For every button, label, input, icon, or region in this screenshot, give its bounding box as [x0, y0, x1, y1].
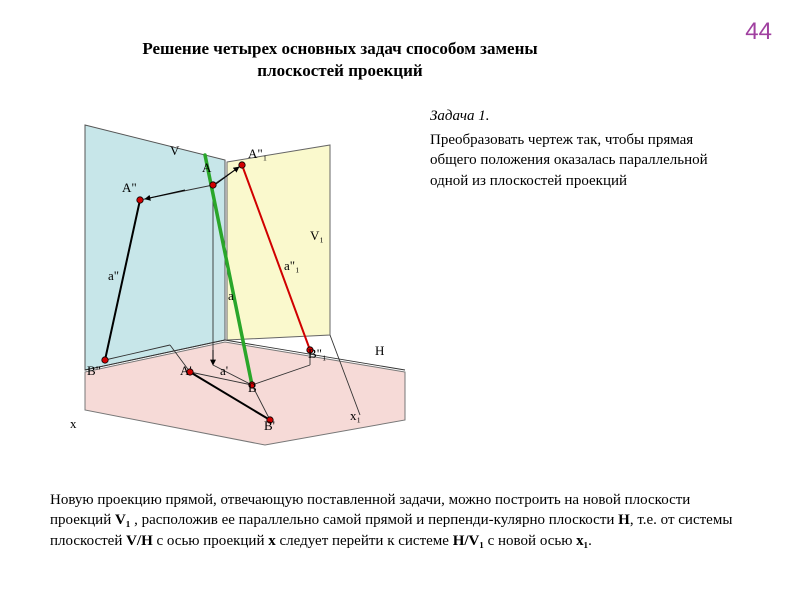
- bt-x1: х₁: [576, 533, 588, 549]
- svg-text:Н: Н: [375, 343, 384, 358]
- bt-h: Н: [618, 512, 630, 528]
- svg-text:В"₁: В"₁: [308, 346, 327, 361]
- svg-text:А': А': [180, 363, 192, 378]
- svg-text:V₁: V₁: [310, 228, 324, 243]
- bt-m3: с осью проекций: [153, 533, 268, 549]
- svg-text:х: х: [70, 416, 77, 431]
- bt-m4: следует перейти к системе: [276, 533, 453, 549]
- svg-text:а': а': [220, 363, 228, 378]
- svg-text:а"₁: а"₁: [284, 258, 300, 273]
- page-number: 44: [745, 18, 772, 46]
- projection-diagram: V V₁ Н А А"₁ А" а а" а"₁ А' а' В В" В"₁ В' х х₁: [30, 110, 430, 450]
- bt-x: х: [268, 533, 276, 549]
- bt-m5: с новой осью: [484, 533, 576, 549]
- svg-text:В': В': [264, 418, 275, 433]
- page-title: Решение четырех основных задач способом …: [100, 38, 580, 82]
- svg-text:А: А: [202, 160, 212, 175]
- bt-v1: V₁: [115, 512, 130, 528]
- bt-vh: V/Н: [126, 533, 153, 549]
- explanation-text: Новую проекцию прямой, отвечающую постав…: [50, 490, 750, 551]
- svg-text:А": А": [122, 180, 137, 195]
- svg-text:а": а": [108, 268, 119, 283]
- bt-m1: , расположив ее параллельно самой прямой…: [130, 512, 618, 528]
- svg-text:х₁: х₁: [350, 408, 361, 423]
- task-label: Задача 1.: [430, 108, 489, 125]
- task-text: Преобразовать чертеж так, чтобы прямая о…: [430, 130, 740, 191]
- svg-text:В": В": [87, 363, 101, 378]
- svg-text:А"₁: А"₁: [248, 146, 267, 161]
- svg-text:V: V: [170, 143, 180, 158]
- bt-hv1: Н/V₁: [453, 533, 484, 549]
- bt-end: .: [588, 533, 592, 549]
- svg-text:а: а: [228, 288, 234, 303]
- svg-text:В: В: [248, 380, 257, 395]
